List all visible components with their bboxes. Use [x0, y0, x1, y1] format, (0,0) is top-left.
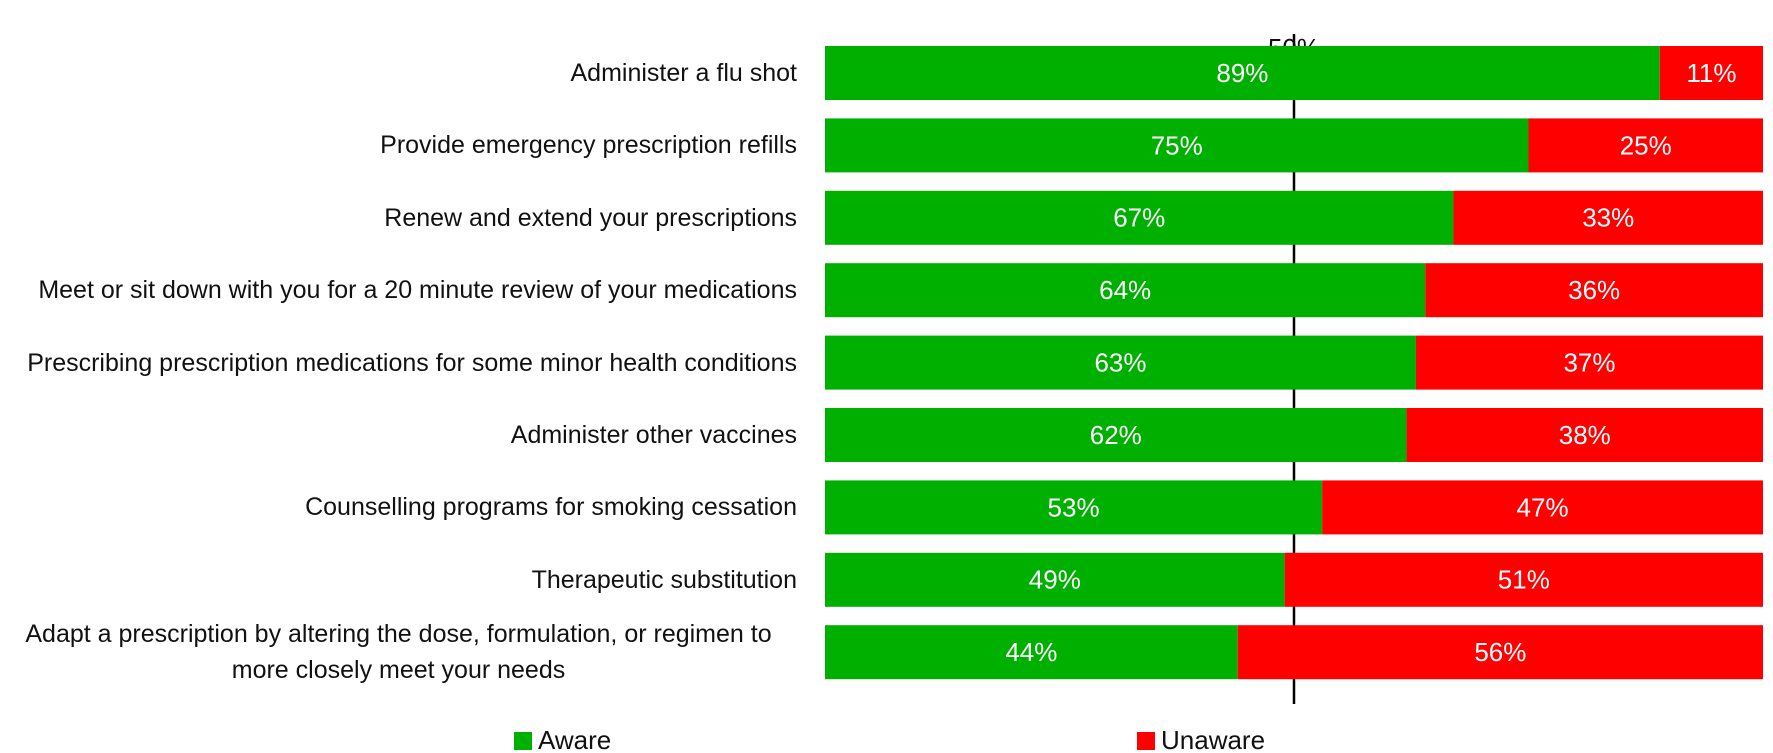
- bar-segment: [825, 118, 1529, 173]
- bar-segment: [825, 46, 1660, 100]
- category-label: Adapt a prescription by altering the dos…: [0, 615, 797, 689]
- value-label: 11%: [1686, 58, 1736, 88]
- value-label: 37%: [1563, 347, 1615, 377]
- category-text: Renew and extend your prescriptions: [384, 203, 797, 232]
- value-label: 44%: [1005, 637, 1057, 667]
- category-text: Therapeutic substitution: [531, 565, 797, 594]
- bar-segment: [825, 263, 1426, 318]
- value-label: 64%: [1099, 275, 1151, 305]
- category-label: Administer other vaccines: [0, 398, 797, 472]
- legend-label: Aware: [538, 725, 611, 753]
- bar-segment: [1322, 480, 1763, 535]
- category-label: Meet or sit down with you for a 20 minut…: [0, 253, 797, 327]
- category-label: Counselling programs for smoking cessati…: [0, 470, 797, 544]
- legend-swatch: [1137, 732, 1155, 750]
- category-text: Counselling programs for smoking cessati…: [305, 493, 797, 522]
- value-label: 89%: [1216, 58, 1268, 88]
- bar-segment: [825, 335, 1416, 390]
- value-label: 49%: [1029, 565, 1081, 595]
- legend-swatch: [514, 732, 532, 750]
- category-text: Administer other vaccines: [510, 421, 797, 449]
- category-text: Provide emergency prescription refills: [380, 131, 797, 160]
- value-label: 25%: [1620, 130, 1672, 160]
- category-text: Administer a flu shot: [570, 59, 798, 87]
- category-text: Meet or sit down with you for a 20 minut…: [38, 276, 797, 305]
- bar-segment: [1415, 335, 1763, 390]
- bar-segment: [1406, 408, 1763, 462]
- value-label: 36%: [1568, 275, 1620, 305]
- bar-segment: [825, 408, 1407, 462]
- category-label: Administer a flu shot: [0, 36, 798, 110]
- bar-segment: [825, 480, 1323, 535]
- bar-segment: [825, 190, 1454, 245]
- bar-segment: [1659, 46, 1763, 100]
- category-label: Prescribing prescription medications for…: [0, 326, 797, 400]
- value-label: 51%: [1498, 565, 1550, 595]
- bar-segment: [1425, 263, 1763, 318]
- category-text: Prescribing prescription medications for…: [27, 348, 797, 377]
- bar-segment: [1453, 190, 1763, 245]
- bar-segment: [1237, 625, 1763, 680]
- category-label: Renew and extend your prescriptions: [0, 181, 797, 255]
- value-label: 75%: [1151, 130, 1203, 160]
- bar-segment: [825, 625, 1238, 680]
- value-label: 56%: [1474, 637, 1526, 667]
- value-label: 67%: [1113, 203, 1165, 233]
- value-label: 33%: [1582, 203, 1634, 233]
- category-label: Provide emergency prescription refills: [0, 108, 797, 182]
- value-label: 63%: [1094, 347, 1146, 377]
- category-text: Adapt a prescription by altering the dos…: [25, 620, 772, 685]
- bar-segment: [825, 552, 1285, 607]
- value-label: 62%: [1090, 420, 1142, 450]
- bar-segment: [1284, 552, 1763, 607]
- bar-segment: [1528, 118, 1763, 173]
- value-label: 47%: [1517, 492, 1569, 522]
- legend-label: Unaware: [1161, 725, 1265, 753]
- value-label: 53%: [1048, 492, 1100, 522]
- value-label: 38%: [1559, 420, 1611, 450]
- category-label: Therapeutic substitution: [0, 543, 797, 617]
